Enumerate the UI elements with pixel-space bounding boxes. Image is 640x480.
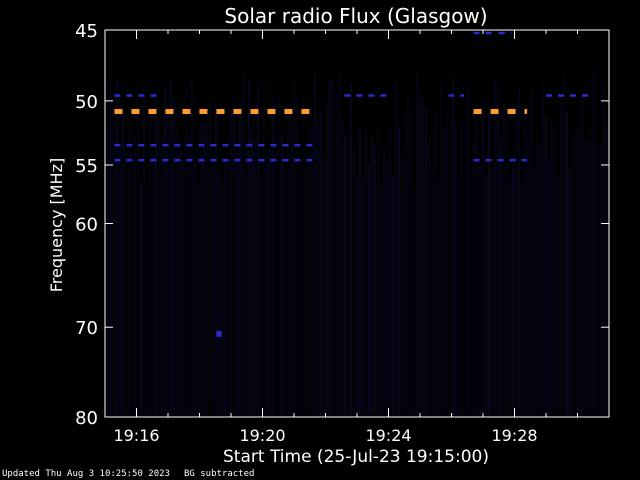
noise-layer xyxy=(107,70,607,415)
x-tick-label: 19:28 xyxy=(491,426,537,445)
y-tick-label: 80 xyxy=(75,408,98,429)
y-tick-label: 45 xyxy=(75,21,98,42)
footer: Updated Thu Aug 3 10:25:50 2023 BG subtra… xyxy=(2,469,254,479)
y-tick-label: 55 xyxy=(75,156,98,177)
y-tick-label: 50 xyxy=(75,92,98,113)
y-axis-label: Frequency [MHz] xyxy=(47,158,66,292)
y-tick-label: 70 xyxy=(75,318,98,339)
chart-title: Solar radio Flux (Glasgow) xyxy=(224,4,487,28)
x-tick-label: 19:24 xyxy=(365,426,411,445)
plot-area: 45 50 55 60 70 80 19:16 19:20 19:24 19:28 xyxy=(75,21,610,445)
emission-point xyxy=(216,330,222,337)
x-axis-label: Start Time (25-Jul-23 19:15:00) xyxy=(223,447,489,467)
updated-timestamp: Updated Thu Aug 3 10:25:50 2023 xyxy=(2,469,170,479)
background-note: BG subtracted xyxy=(183,469,255,479)
x-tick-label: 19:16 xyxy=(113,426,159,445)
x-tick-label: 19:20 xyxy=(239,426,285,445)
y-tick-label: 60 xyxy=(75,215,98,236)
